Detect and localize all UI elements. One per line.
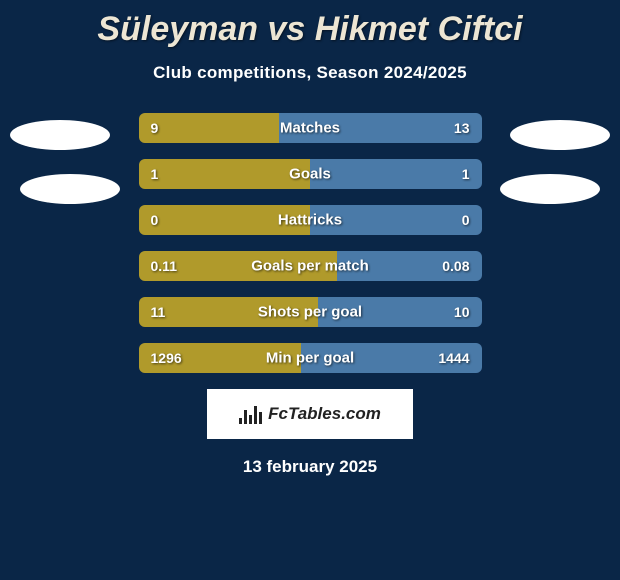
stat-bar-left [139, 113, 279, 143]
stat-label: Min per goal [266, 350, 354, 367]
stat-label: Hattricks [278, 212, 342, 229]
stat-value-left: 0.11 [151, 258, 177, 274]
stat-label: Goals per match [251, 258, 369, 275]
stat-row: Hattricks 0 0 [139, 205, 482, 235]
stat-label: Matches [280, 120, 340, 137]
stat-value-right: 10 [454, 304, 470, 320]
player-right-oval [510, 120, 610, 150]
stat-value-left: 9 [151, 120, 159, 136]
stat-value-left: 0 [151, 212, 159, 228]
page-title: Süleyman vs Hikmet Ciftci [0, 0, 620, 49]
page-subtitle: Club competitions, Season 2024/2025 [0, 63, 620, 83]
stat-row: Goals per match 0.11 0.08 [139, 251, 482, 281]
stat-row: Matches 9 13 [139, 113, 482, 143]
stat-label: Goals [289, 166, 331, 183]
stat-row: Min per goal 1296 1444 [139, 343, 482, 373]
stat-value-right: 0.08 [442, 258, 469, 274]
stat-bars: Matches913Goals11Hattricks00Goals per ma… [139, 113, 482, 373]
player-left-oval [20, 174, 120, 204]
stat-value-right: 1444 [438, 350, 469, 366]
stat-value-right: 1 [462, 166, 470, 182]
comparison-chart: Matches913Goals11Hattricks00Goals per ma… [0, 113, 620, 373]
stat-value-left: 11 [151, 304, 166, 320]
stat-value-left: 1296 [151, 350, 182, 366]
stat-value-right: 13 [454, 120, 470, 136]
logo-text: FcTables.com [268, 404, 381, 424]
snapshot-date: 13 february 2025 [0, 457, 620, 477]
stat-bar-left [139, 159, 311, 189]
stat-value-right: 0 [462, 212, 470, 228]
logo-bars-icon [239, 404, 262, 424]
player-right-oval [500, 174, 600, 204]
stat-row: Goals 1 1 [139, 159, 482, 189]
stat-label: Shots per goal [258, 304, 362, 321]
stat-bar-right [310, 159, 482, 189]
player-left-oval [10, 120, 110, 150]
stat-value-left: 1 [151, 166, 159, 182]
stat-row: Shots per goal 11 10 [139, 297, 482, 327]
fctables-logo: FcTables.com [207, 389, 413, 439]
